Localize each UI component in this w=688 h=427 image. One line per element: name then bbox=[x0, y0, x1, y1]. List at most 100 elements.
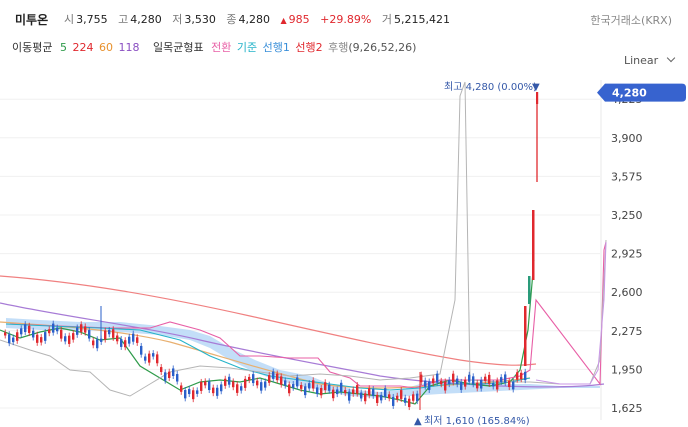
candle-body bbox=[364, 393, 367, 402]
candle-body bbox=[428, 381, 431, 390]
candle-body bbox=[136, 337, 139, 343]
candle-body bbox=[32, 330, 35, 338]
candle-body bbox=[144, 356, 147, 361]
stock-name[interactable]: 미투온 bbox=[15, 13, 49, 27]
ichimoku-label[interactable]: 일목균형표 bbox=[152, 41, 204, 54]
current-price-label: 4,280 bbox=[612, 87, 647, 100]
candle-body bbox=[440, 380, 443, 385]
candle-body bbox=[400, 390, 403, 399]
ma-label[interactable]: 이동평균 bbox=[12, 41, 53, 54]
price-tick-label: 3,250 bbox=[611, 209, 643, 222]
ichimoku-lagging: 후행 bbox=[328, 41, 349, 54]
ma118-line bbox=[0, 302, 605, 388]
candle-body bbox=[112, 329, 115, 338]
candle-body bbox=[188, 389, 191, 395]
candle-body bbox=[196, 390, 199, 394]
candle-body bbox=[20, 328, 23, 335]
candle-body bbox=[484, 376, 487, 381]
candle-body bbox=[232, 381, 235, 388]
candle-body bbox=[312, 380, 315, 389]
candle-body bbox=[204, 381, 207, 386]
candle-body bbox=[72, 333, 75, 340]
ma-period-118: 118 bbox=[118, 41, 140, 54]
max-price-annotation: 최고 4,280 (0.00%) bbox=[444, 81, 537, 93]
candle-body bbox=[108, 329, 111, 335]
candle-body bbox=[164, 372, 167, 381]
candle-body bbox=[36, 334, 39, 343]
close-label: 종 bbox=[226, 13, 237, 26]
candle-body bbox=[512, 381, 515, 390]
ma60-line bbox=[0, 321, 531, 389]
candle-body bbox=[224, 378, 227, 386]
candle-body bbox=[492, 383, 495, 387]
candle-body bbox=[476, 382, 479, 389]
candle-body bbox=[80, 324, 83, 332]
candle-body bbox=[120, 338, 123, 347]
volume-value: 5,215,421 bbox=[393, 13, 450, 26]
open-label: 시 bbox=[64, 13, 75, 26]
up-arrow-icon: ▲ bbox=[280, 16, 287, 25]
price-tick-label: 1,625 bbox=[611, 402, 643, 415]
ichimoku-conversion: 전환 bbox=[211, 41, 232, 54]
change-percent: +29.89% bbox=[320, 13, 372, 26]
candle-body bbox=[420, 374, 423, 383]
candle-body bbox=[132, 333, 135, 342]
candle-body bbox=[64, 336, 67, 342]
candle-body bbox=[348, 391, 351, 401]
candle-body bbox=[88, 330, 91, 339]
high-label: 고 bbox=[118, 13, 129, 26]
current-price-tag bbox=[597, 83, 686, 102]
candle-body bbox=[220, 384, 223, 392]
candle-body bbox=[288, 384, 291, 394]
candle-body bbox=[96, 339, 99, 349]
candle-body bbox=[84, 326, 87, 333]
candle-body bbox=[140, 345, 143, 355]
candle-body bbox=[152, 353, 155, 357]
candle-body bbox=[272, 371, 275, 379]
candle-body bbox=[328, 384, 331, 391]
candle-body bbox=[372, 389, 375, 396]
candle-body bbox=[4, 332, 7, 336]
candle-body bbox=[360, 392, 363, 399]
candle-body bbox=[332, 389, 335, 399]
candle-body bbox=[40, 337, 43, 343]
ma-period-60: 60 bbox=[98, 41, 113, 54]
candle-body bbox=[344, 390, 347, 394]
candle-body bbox=[184, 389, 187, 399]
candle-body bbox=[384, 388, 387, 398]
candle-body bbox=[44, 332, 47, 341]
candle-body bbox=[296, 377, 299, 387]
candle-body bbox=[524, 371, 527, 381]
candle-body bbox=[336, 389, 339, 395]
candle-body bbox=[248, 376, 251, 381]
candle-body bbox=[100, 338, 103, 342]
candle-body bbox=[500, 377, 503, 383]
candle-body bbox=[176, 374, 179, 382]
candle-body bbox=[260, 382, 263, 391]
grid-lines bbox=[0, 80, 602, 420]
candle-body bbox=[156, 354, 159, 364]
candle-body bbox=[304, 386, 307, 396]
candle-body bbox=[380, 394, 383, 401]
quote-summary: 시 3,755 고 4,280 저 3,530 종 4,280 ▲ 985 +29.89%… bbox=[64, 11, 457, 27]
candle-body bbox=[388, 394, 391, 399]
scale-mode-dropdown[interactable]: Linear bbox=[624, 53, 676, 67]
candle-body bbox=[172, 368, 175, 376]
candle-body bbox=[8, 334, 11, 344]
candle-body bbox=[376, 394, 379, 403]
stock-header: 미투온 시 3,755 고 4,280 저 3,530 종 4,280 ▲ 985 +29… bbox=[0, 0, 688, 36]
lead-span-right bbox=[535, 241, 607, 385]
candle-body bbox=[104, 330, 107, 340]
candle-body bbox=[16, 332, 19, 341]
candle-body bbox=[236, 384, 239, 393]
ma-period-224: 224 bbox=[72, 41, 94, 54]
candle-body bbox=[124, 340, 127, 348]
candle-body bbox=[308, 383, 311, 389]
lagging-line bbox=[0, 81, 607, 397]
candle-body bbox=[392, 396, 395, 406]
candle-body bbox=[24, 324, 27, 333]
low-label: 저 bbox=[172, 13, 183, 26]
candle-body bbox=[52, 323, 55, 333]
candle-body bbox=[352, 389, 355, 394]
